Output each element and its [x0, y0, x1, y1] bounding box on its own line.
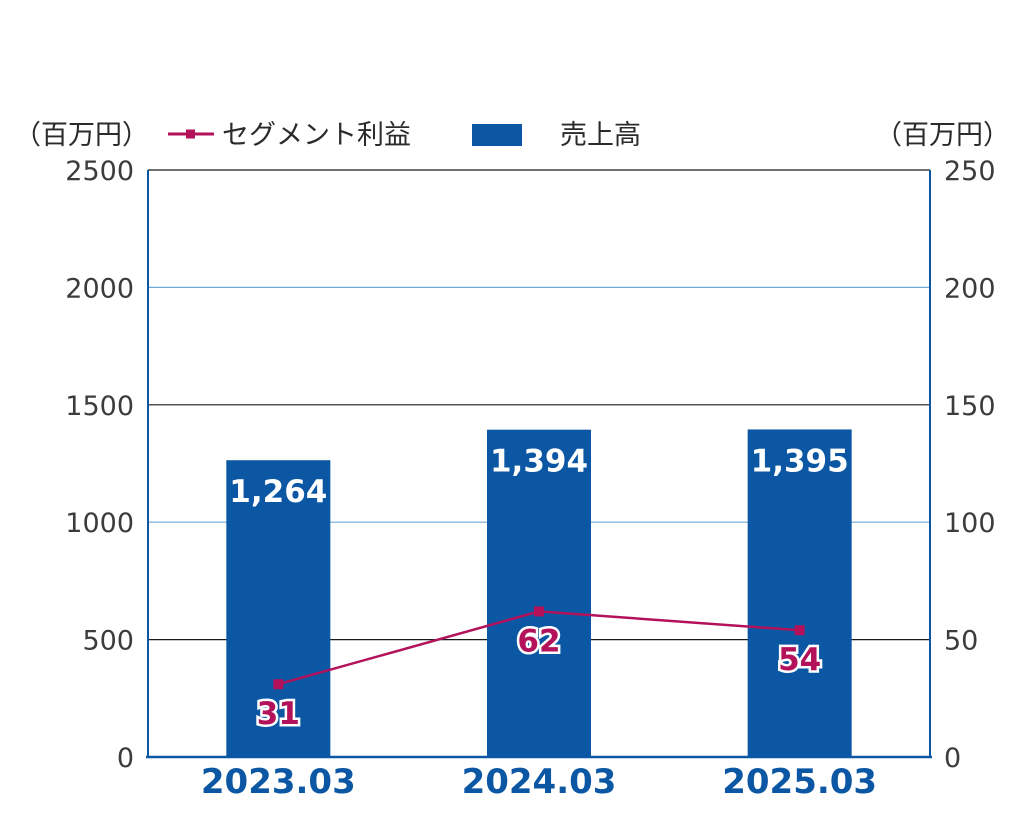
data-labels: 1,264 1,394 1,395 31 62 54	[229, 443, 849, 734]
bar	[747, 429, 852, 757]
left-tick-label: 1000	[65, 508, 134, 539]
right-tick-label: 250	[944, 156, 996, 187]
right-axis-unit: （百万円）	[875, 120, 1010, 151]
legend-bar-swatch	[472, 124, 522, 146]
bar	[226, 460, 331, 757]
x-tick-label: 2024.03	[462, 762, 617, 802]
bar-data-label: 1,394	[490, 444, 588, 480]
bar-data-label: 1,264	[229, 474, 327, 510]
x-tick-label: 2023.03	[201, 762, 356, 802]
tick-labels: 0 500 1000 1500 2000 2500 0 50 100 150 200 250 2023.…	[65, 156, 995, 802]
axes	[146, 169, 932, 759]
left-tick-label: 0	[117, 743, 134, 774]
right-tick-label: 0	[944, 743, 961, 774]
line-series	[273, 606, 805, 690]
right-tick-label: 100	[944, 508, 996, 539]
line-data-label: 62	[517, 623, 560, 659]
left-tick-label: 1500	[65, 391, 134, 422]
right-tick-label: 150	[944, 391, 996, 422]
bar-data-label: 1,395	[751, 443, 849, 479]
line-point	[534, 606, 544, 617]
left-tick-label: 2500	[65, 156, 134, 187]
legend-line-label: セグメント利益	[222, 120, 411, 151]
line-data-label: 54	[778, 642, 821, 678]
left-tick-label: 2000	[65, 273, 134, 304]
line-point	[794, 625, 805, 636]
left-tick-label: 500	[82, 626, 134, 657]
left-axis-unit: （百万円）	[14, 120, 149, 151]
bar-series	[226, 429, 852, 757]
legend-line-marker	[168, 129, 214, 139]
legend: セグメント利益 売上高	[168, 120, 641, 151]
legend-bar-label: 売上高	[560, 120, 641, 151]
x-tick-label: 2025.03	[722, 762, 877, 802]
right-tick-label: 50	[944, 626, 978, 657]
line-point	[273, 679, 284, 690]
line-data-label: 31	[257, 696, 300, 732]
right-tick-label: 200	[944, 273, 996, 304]
bar	[487, 429, 591, 757]
